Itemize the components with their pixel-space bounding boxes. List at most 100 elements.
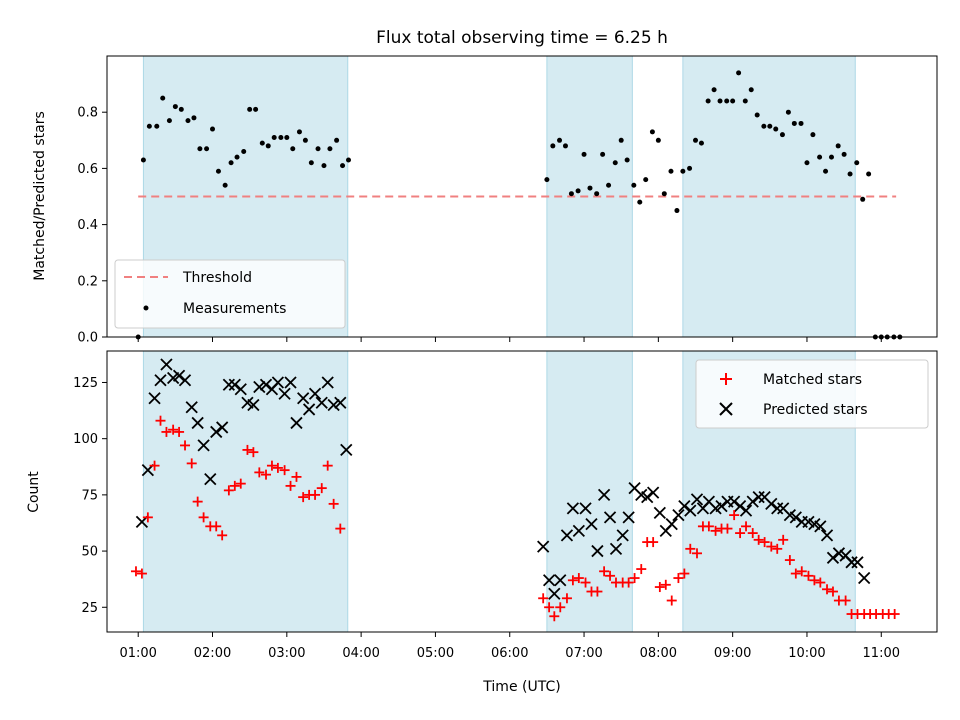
predicted-star-marker bbox=[641, 490, 654, 504]
measurement-point bbox=[259, 140, 265, 146]
top-x-ticks bbox=[137, 337, 882, 342]
matched-star-marker bbox=[229, 480, 240, 491]
bottom-legend-box bbox=[695, 359, 929, 429]
matched-star-marker bbox=[790, 568, 801, 579]
predicted-star-marker bbox=[334, 396, 347, 409]
measurement-point bbox=[340, 163, 346, 169]
measurement-point bbox=[581, 151, 587, 157]
measurement-point bbox=[241, 149, 247, 155]
matched-star-marker bbox=[544, 602, 555, 613]
matched-star-marker bbox=[772, 543, 783, 554]
measurement-point bbox=[154, 123, 160, 129]
measurement-point bbox=[191, 115, 197, 121]
matched-star-marker bbox=[592, 586, 603, 597]
matched-star-marker bbox=[840, 595, 851, 606]
measurement-point bbox=[562, 143, 568, 149]
measurement-point bbox=[618, 137, 624, 143]
measurement-point bbox=[661, 191, 667, 197]
x-tick-label: 10:00 bbox=[788, 646, 825, 661]
predicted-star-marker bbox=[297, 392, 310, 405]
matched-star-marker bbox=[266, 460, 277, 471]
y-tick-label: 0.0 bbox=[77, 331, 98, 346]
x-tick-label: 07:00 bbox=[565, 646, 602, 661]
measurement-point bbox=[290, 146, 296, 152]
matched-star-marker bbox=[660, 579, 671, 590]
predicted-star-marker bbox=[728, 495, 741, 508]
predicted-star-marker bbox=[191, 416, 204, 430]
predicted-star-marker bbox=[579, 502, 592, 515]
measurement-point bbox=[204, 146, 210, 152]
matched-star-marker bbox=[149, 460, 160, 471]
measurement-point bbox=[860, 196, 866, 202]
matched-star-marker bbox=[796, 566, 807, 577]
matched-star-marker bbox=[235, 478, 246, 489]
matched-star-marker bbox=[555, 602, 566, 613]
measurement-point bbox=[674, 208, 680, 214]
predicted-star-marker bbox=[160, 358, 173, 371]
predicted-star-marker bbox=[597, 488, 611, 502]
matched-star-marker bbox=[254, 467, 265, 478]
measurement-point bbox=[828, 154, 834, 160]
x-tick-label: 01:00 bbox=[119, 646, 156, 661]
matched-star-marker bbox=[648, 537, 659, 548]
matched-star-marker bbox=[784, 555, 795, 566]
matched-star-marker bbox=[192, 496, 203, 507]
measurement-point bbox=[321, 163, 327, 169]
predicted-star-marker bbox=[678, 499, 691, 513]
predicted-star-marker bbox=[234, 383, 247, 396]
matched-star-marker bbox=[803, 570, 814, 581]
predicted-star-marker bbox=[690, 493, 704, 506]
x-tick-label: 06:00 bbox=[491, 646, 528, 661]
measurement-point bbox=[841, 151, 847, 157]
y-tick-label: 0.4 bbox=[77, 218, 98, 233]
matched-star-marker bbox=[130, 566, 141, 577]
matched-star-marker bbox=[285, 480, 296, 491]
predicted-star-marker bbox=[845, 556, 858, 569]
predicted-star-marker bbox=[210, 425, 223, 439]
predicted-star-marker bbox=[603, 511, 617, 524]
top-y-ticks: 0.0 0.2 0.4 0.6 0.8 bbox=[77, 106, 107, 346]
predicted-star-marker bbox=[308, 387, 322, 400]
measurement-point bbox=[631, 182, 637, 188]
legend-measurements-label: Measurements bbox=[183, 301, 286, 317]
measurement-point bbox=[798, 120, 804, 126]
x-tick-label: 02:00 bbox=[194, 646, 231, 661]
predicted-star-marker bbox=[733, 499, 747, 513]
bottom-axes-frame bbox=[106, 350, 938, 633]
matched-star-marker bbox=[753, 534, 764, 545]
measurement-point bbox=[717, 98, 723, 104]
matched-star-marker bbox=[328, 498, 339, 509]
y-tick-label: 50 bbox=[81, 545, 98, 560]
measurement-point bbox=[698, 140, 704, 146]
matched-star-marker bbox=[272, 462, 283, 473]
figure-title: Flux total observing time = 6.25 h bbox=[376, 28, 668, 48]
x-axis-label: Time (UTC) bbox=[482, 679, 560, 695]
matched-star-marker bbox=[691, 548, 702, 559]
measurement-point bbox=[550, 143, 556, 149]
matched-star-marker bbox=[136, 568, 147, 579]
measurement-point bbox=[693, 137, 699, 143]
predicted-star-marker bbox=[271, 376, 285, 389]
y-tick-label: 0.2 bbox=[77, 274, 98, 289]
measurement-point bbox=[234, 154, 240, 160]
x-tick-label: 09:00 bbox=[714, 646, 751, 661]
measurement-point bbox=[327, 146, 333, 152]
measurement-point bbox=[160, 95, 166, 101]
measurement-point bbox=[823, 168, 829, 174]
matched-star-marker bbox=[279, 465, 290, 476]
bottom-panel: 25 50 75 100 125 01:00 02:00 03:00 04:00 05:00 06… bbox=[26, 350, 938, 695]
matched-star-marker bbox=[741, 521, 752, 532]
matched-star-marker bbox=[186, 458, 197, 469]
matched-star-marker bbox=[298, 492, 309, 503]
predicted-star-marker bbox=[253, 380, 266, 394]
measurement-point bbox=[649, 129, 655, 135]
predicted-star-marker bbox=[814, 520, 827, 533]
measurement-point bbox=[284, 134, 290, 140]
measurement-point bbox=[302, 137, 308, 143]
matched-star-marker bbox=[198, 512, 209, 523]
measurement-point bbox=[804, 160, 810, 166]
matched-star-marker bbox=[759, 537, 770, 548]
predicted-star-marker bbox=[178, 374, 192, 387]
predicted-star-marker bbox=[197, 439, 210, 452]
